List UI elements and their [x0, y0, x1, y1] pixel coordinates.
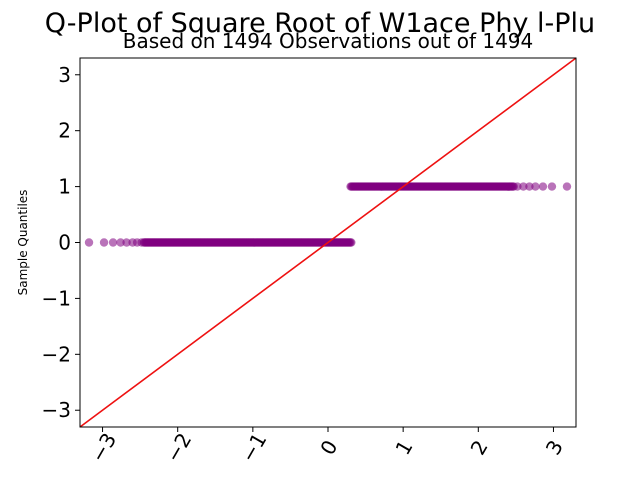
x-tick-label: −1	[236, 429, 272, 467]
data-point	[509, 182, 518, 191]
data-point	[538, 182, 548, 191]
x-tick-label: −2	[161, 429, 197, 467]
data-point	[84, 238, 94, 247]
y-axis-label: Sample Quantiles	[16, 190, 30, 296]
reference-line	[79, 57, 577, 428]
reference-line-layer	[79, 57, 577, 428]
data-point	[108, 238, 118, 247]
y-tick-label: −3	[42, 398, 71, 422]
y-tick-label: −2	[42, 342, 71, 366]
y-tick-label: 0	[58, 231, 71, 255]
y-tick-label: 3	[58, 63, 71, 87]
y-tick-label: 1	[58, 175, 71, 199]
data-point	[547, 182, 557, 191]
data-point	[525, 182, 534, 191]
data-point	[562, 182, 572, 191]
data-point	[99, 238, 109, 247]
y-tick-label: 2	[58, 119, 71, 143]
chart-subtitle: Based on 1494 Observations out of 1494	[123, 29, 534, 53]
x-tick-label: 3	[541, 436, 568, 459]
y-tick-label: −1	[42, 286, 71, 310]
x-tick-label: 1	[390, 436, 417, 459]
points-layer	[84, 182, 572, 247]
data-point	[519, 182, 528, 191]
data-point	[116, 238, 125, 247]
data-point	[531, 182, 540, 191]
data-point	[347, 238, 356, 247]
data-point	[122, 238, 131, 247]
x-tick-label: 2	[466, 436, 493, 459]
chart-title: Q-Plot of Square Root of W1ace Phy l-Plu	[45, 8, 595, 39]
x-tick-label: 0	[315, 436, 342, 459]
x-tick-label: −3	[86, 429, 122, 467]
